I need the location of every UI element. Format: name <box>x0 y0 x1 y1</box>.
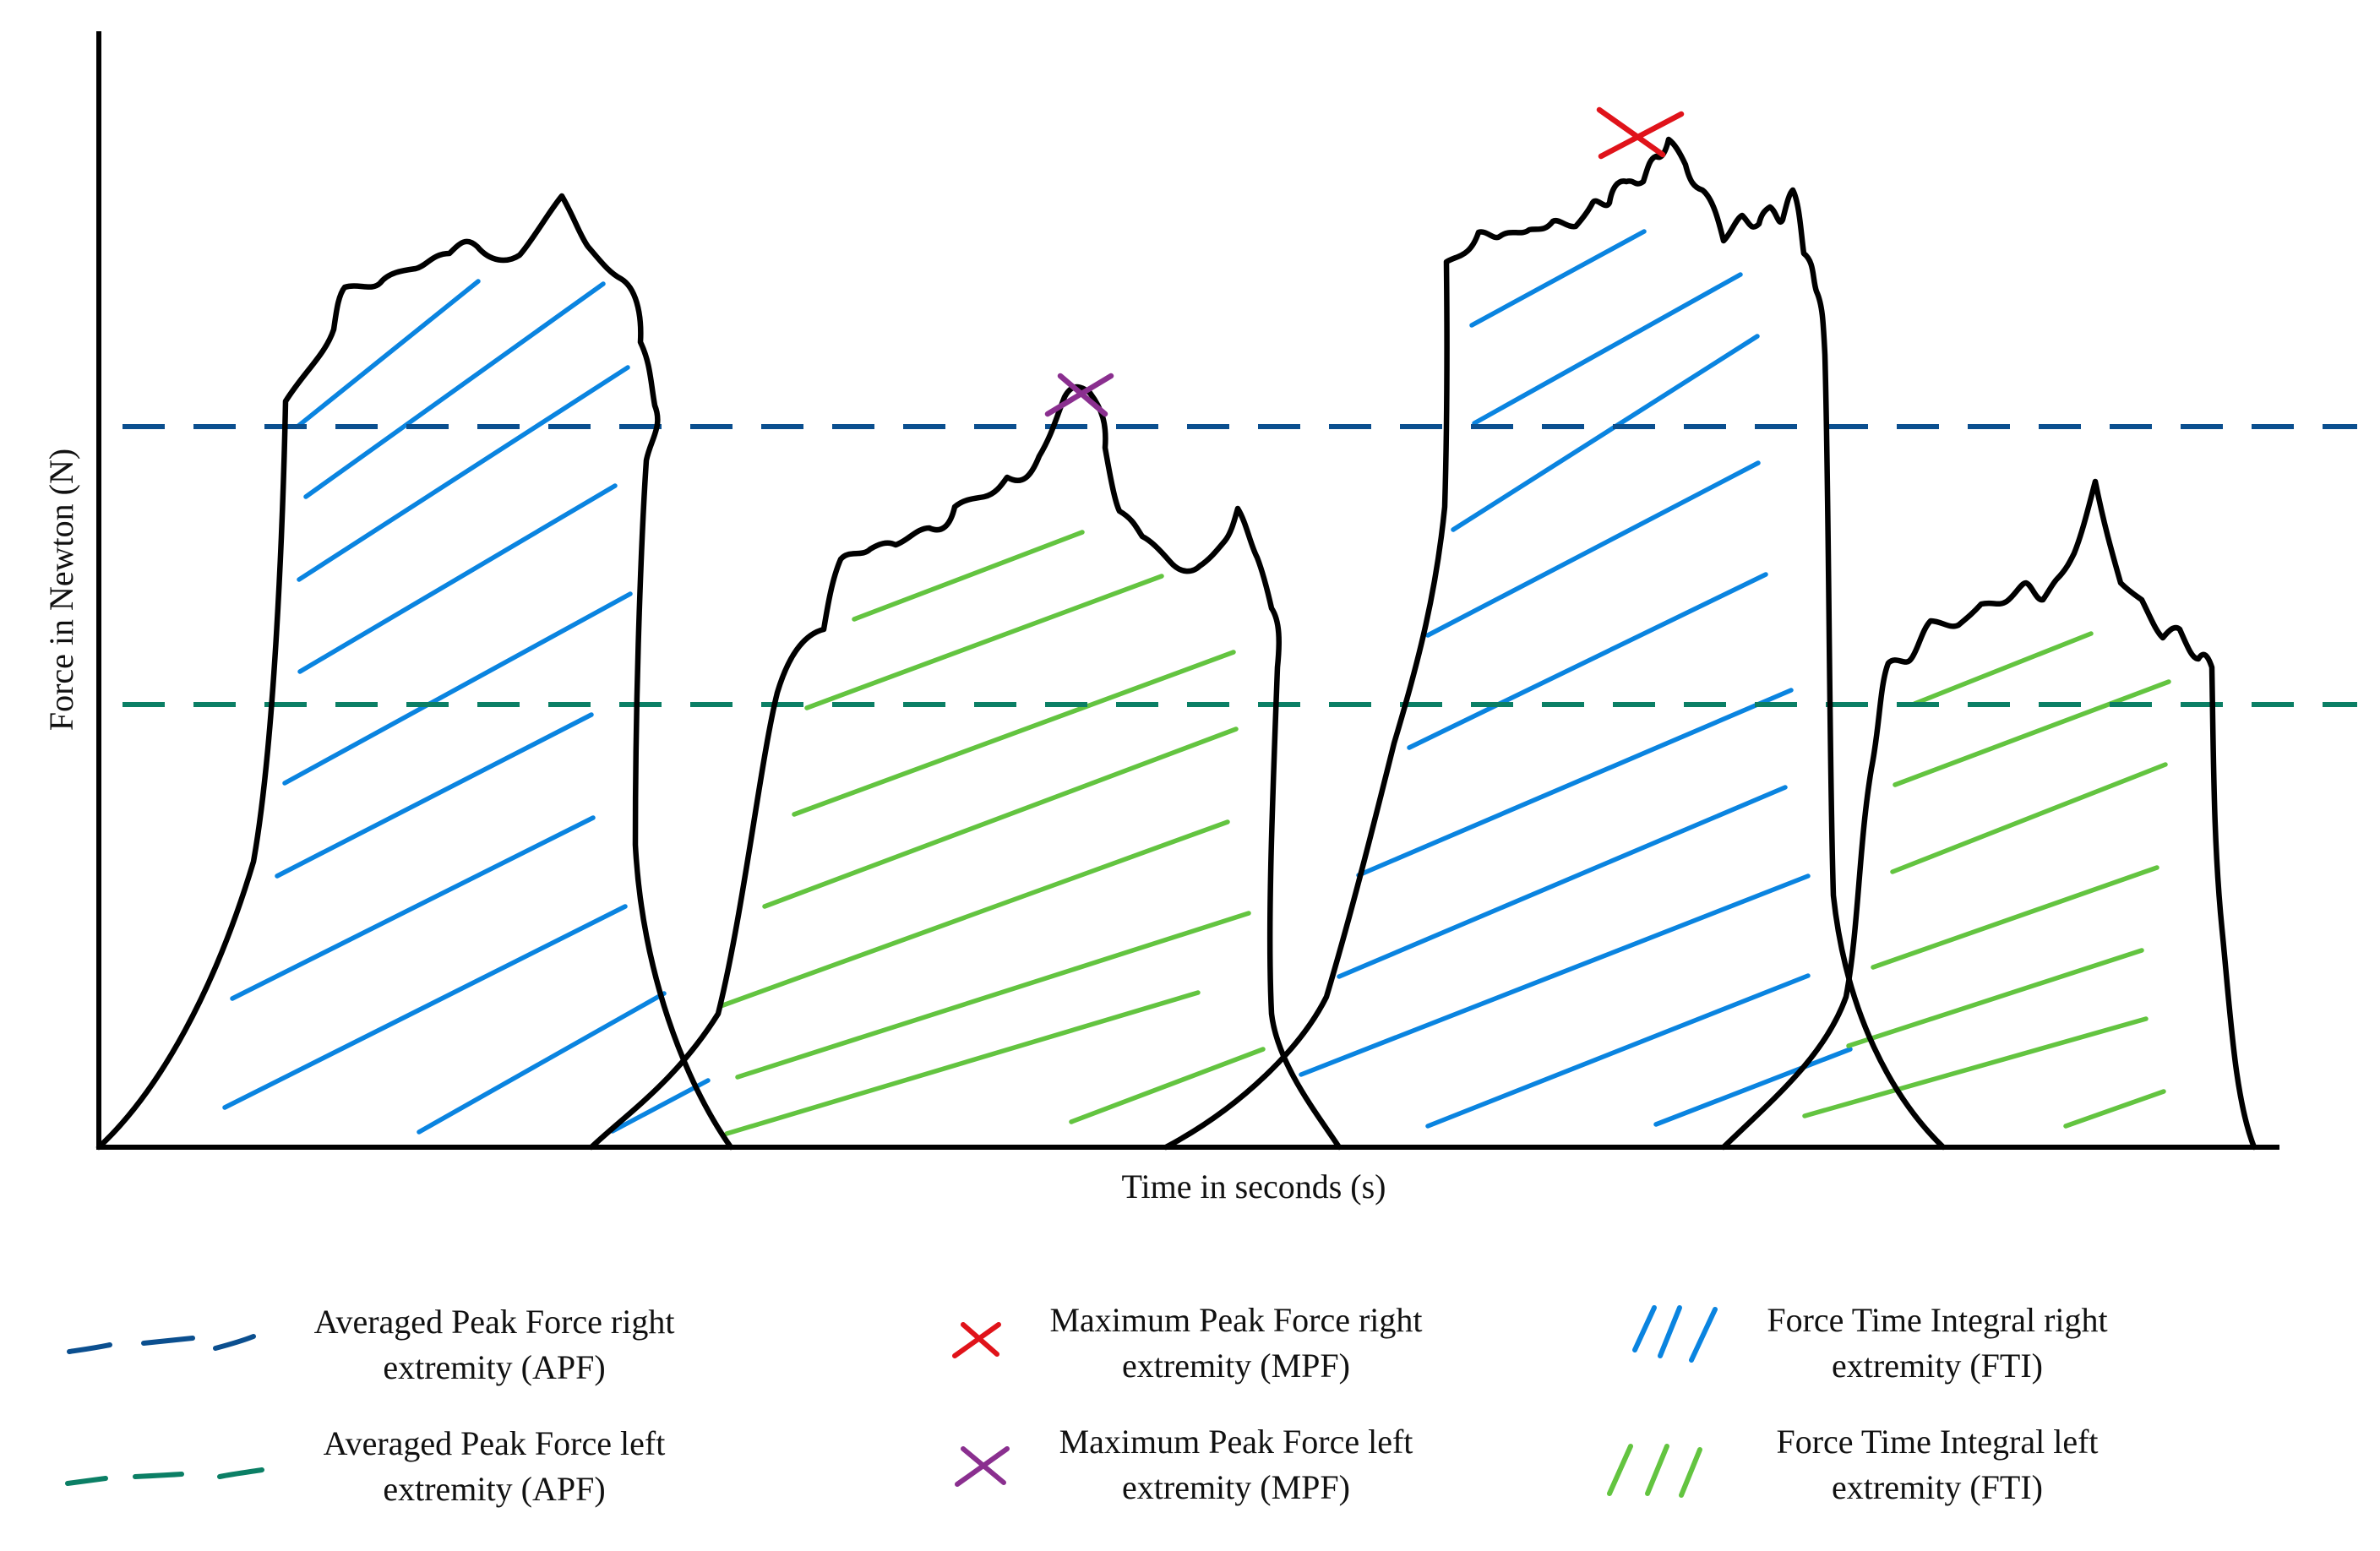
legend-fti-left: Force Time Integral left extremity (FTI) <box>1607 1423 2099 1506</box>
curve-left-2 <box>1720 478 2257 1151</box>
mpf-right-label-line1: Maximum Peak Force right <box>1049 1301 1422 1339</box>
legend-mpf-right: Maximum Peak Force right extremity (MPF) <box>952 1301 1423 1385</box>
x-axis-label: Time in seconds (s) <box>1122 1167 1386 1205</box>
apf-right-swatch <box>67 1334 256 1354</box>
legend-apf-right: Averaged Peak Force right extremity (APF… <box>67 1303 675 1386</box>
curve-right-2 <box>1163 136 1947 1151</box>
curve-right-1 <box>95 193 734 1151</box>
legend-mpf-left: Maximum Peak Force left extremity (MPF) <box>955 1423 1413 1506</box>
mpf-left-label-line2: extremity (MPF) <box>1122 1468 1350 1506</box>
fti-left-label-line1: Force Time Integral left <box>1776 1423 2098 1461</box>
mpf-right-marker <box>1596 106 1685 160</box>
fti-right-label-line1: Force Time Integral right <box>1767 1301 2107 1339</box>
curve-left-1 <box>588 384 1342 1151</box>
fti-left-label-line2: extremity (FTI) <box>1832 1468 2043 1506</box>
y-axis-label: Force in Newton (N) <box>42 449 80 731</box>
legend-fti-right: Force Time Integral right extremity (FTI… <box>1632 1301 2108 1385</box>
mpf-right-swatch <box>952 1322 1001 1358</box>
fti-right-hatching <box>222 229 1853 1135</box>
fti-left-hatching <box>718 530 2171 1136</box>
apf-left-label-line1: Averaged Peak Force left <box>324 1424 666 1462</box>
apf-left-label-line2: extremity (APF) <box>383 1470 605 1508</box>
mpf-left-swatch <box>955 1446 1010 1487</box>
fti-left-swatch <box>1607 1444 1702 1498</box>
mpf-left-label-line1: Maximum Peak Force left <box>1059 1423 1413 1461</box>
apf-right-label-line1: Averaged Peak Force right <box>314 1303 675 1341</box>
legend-apf-left: Averaged Peak Force left extremity (APF) <box>65 1424 666 1508</box>
mpf-right-label-line2: extremity (MPF) <box>1122 1347 1350 1385</box>
fti-right-swatch <box>1632 1305 1718 1363</box>
mpf-left-marker <box>1044 373 1114 417</box>
fti-right-label-line2: extremity (FTI) <box>1832 1347 2043 1385</box>
apf-left-swatch <box>65 1467 264 1486</box>
apf-right-label-line2: extremity (APF) <box>383 1348 605 1386</box>
legend: Averaged Peak Force right extremity (APF… <box>65 1301 2108 1508</box>
